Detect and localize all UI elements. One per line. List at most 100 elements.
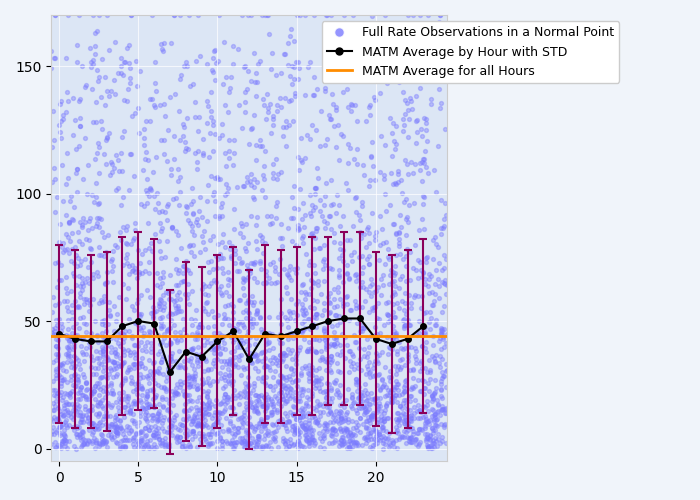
Point	[72, 395, 83, 403]
Point	[185, 240, 196, 248]
Point	[267, 420, 279, 428]
Point	[391, 409, 402, 417]
Point	[415, 159, 426, 167]
Point	[432, 400, 443, 408]
Point	[404, 276, 415, 284]
Point	[400, 410, 411, 418]
Point	[225, 84, 236, 92]
Point	[50, 11, 61, 19]
Point	[223, 154, 235, 162]
Point	[433, 294, 444, 302]
Point	[316, 380, 327, 388]
Point	[379, 380, 390, 388]
Point	[128, 419, 139, 427]
Point	[298, 405, 309, 413]
Point	[328, 122, 339, 130]
Point	[309, 269, 321, 277]
Point	[427, 392, 438, 400]
Point	[337, 400, 349, 407]
Point	[169, 392, 180, 400]
Point	[192, 328, 203, 336]
Point	[49, 259, 60, 267]
Point	[78, 392, 89, 400]
Point	[175, 74, 186, 82]
Point	[160, 384, 172, 392]
Point	[278, 265, 289, 273]
Point	[214, 410, 225, 418]
Point	[54, 238, 65, 246]
Point	[370, 176, 381, 184]
Point	[380, 401, 391, 409]
Point	[314, 196, 326, 204]
Point	[279, 422, 290, 430]
Point	[188, 242, 199, 250]
Point	[115, 442, 126, 450]
Point	[145, 116, 156, 124]
Point	[426, 424, 438, 432]
Point	[391, 377, 402, 385]
Point	[263, 364, 274, 372]
Point	[64, 197, 76, 205]
Point	[398, 388, 409, 396]
Point	[175, 332, 186, 340]
Point	[321, 387, 332, 395]
Point	[301, 433, 312, 441]
Point	[223, 393, 234, 401]
Point	[157, 322, 168, 330]
Point	[308, 91, 319, 99]
Point	[366, 138, 377, 146]
Point	[344, 444, 356, 452]
Point	[81, 386, 92, 394]
Point	[130, 109, 141, 117]
Point	[60, 350, 71, 358]
Point	[56, 323, 67, 331]
Point	[141, 200, 153, 207]
Point	[259, 420, 270, 428]
Point	[286, 330, 297, 338]
Point	[320, 341, 331, 349]
Point	[70, 320, 81, 328]
Point	[74, 142, 85, 150]
Point	[137, 166, 148, 174]
Point	[178, 132, 189, 140]
Point	[346, 101, 357, 109]
Point	[280, 362, 291, 370]
Point	[262, 426, 274, 434]
Point	[321, 11, 332, 19]
Point	[75, 122, 86, 130]
Point	[344, 306, 356, 314]
Point	[279, 439, 290, 447]
Point	[70, 331, 81, 339]
Point	[216, 264, 227, 272]
Point	[304, 134, 316, 142]
Point	[301, 347, 312, 355]
Point	[215, 374, 226, 382]
Point	[259, 240, 270, 248]
Point	[142, 156, 153, 164]
Point	[293, 438, 304, 446]
Point	[174, 433, 185, 441]
Point	[80, 320, 92, 328]
Point	[74, 314, 85, 322]
Point	[407, 366, 419, 374]
Point	[183, 280, 194, 288]
Point	[243, 373, 254, 381]
Point	[430, 416, 442, 424]
Point	[251, 442, 262, 450]
Point	[281, 396, 293, 404]
Point	[119, 376, 130, 384]
Point	[92, 66, 103, 74]
Point	[345, 362, 356, 370]
Point	[106, 432, 117, 440]
Point	[46, 64, 57, 72]
Point	[85, 330, 97, 338]
Point	[204, 438, 216, 446]
Point	[74, 122, 85, 130]
Point	[440, 438, 452, 446]
Point	[204, 410, 215, 418]
Point	[394, 416, 405, 424]
Point	[140, 342, 151, 349]
Point	[430, 233, 441, 241]
Point	[334, 407, 345, 415]
Point	[74, 98, 85, 106]
